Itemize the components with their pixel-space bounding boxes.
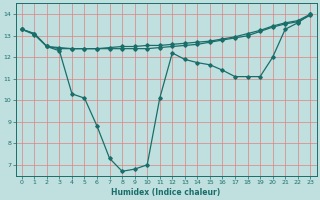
X-axis label: Humidex (Indice chaleur): Humidex (Indice chaleur) <box>111 188 221 197</box>
